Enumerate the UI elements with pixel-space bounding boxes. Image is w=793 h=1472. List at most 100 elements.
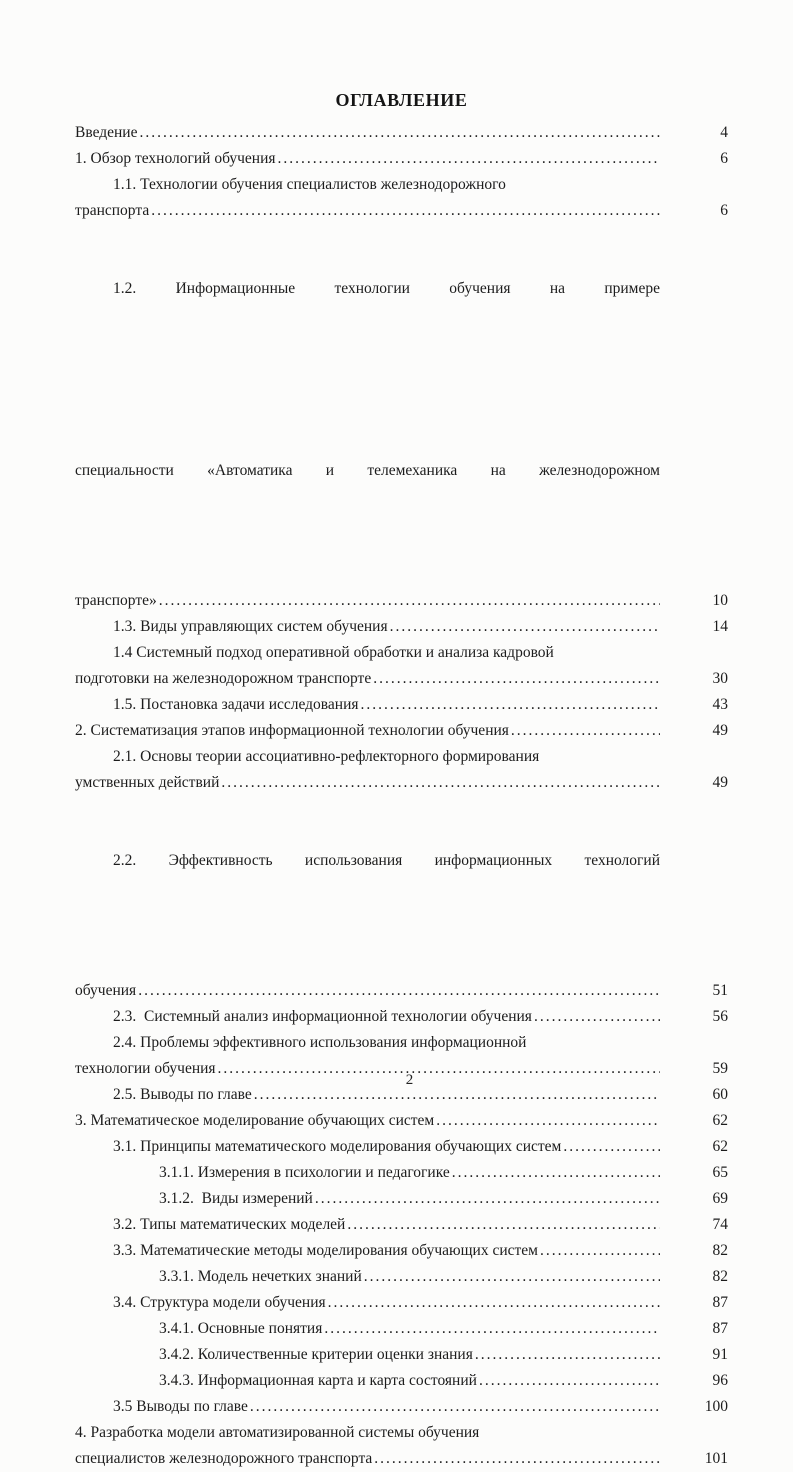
- toc-entry-text: 2.2. Эффективность использования информа…: [113, 852, 660, 869]
- toc-entry-page: 74: [712, 1216, 729, 1233]
- toc-entry-page: 10: [712, 592, 729, 609]
- toc-entry-page: 59: [712, 1060, 729, 1077]
- toc-entry: Введение ...............................…: [75, 120, 728, 146]
- toc-entry-text: 3.1. Принципы математического моделирова…: [113, 1138, 562, 1155]
- page-title: ОГЛАВЛЕНИЕ: [335, 90, 468, 110]
- toc-entry-text: 3.3. Математические методы моделирования…: [113, 1242, 538, 1259]
- toc-entry: 3. Математическое моделирование обучающи…: [75, 1108, 728, 1134]
- toc-entry: умственных действий ....................…: [75, 770, 728, 796]
- toc-entry-text: Введение: [75, 124, 138, 141]
- toc-entry-text: технологии обучения: [75, 1060, 216, 1077]
- dot-leader: ........................................…: [563, 1138, 660, 1155]
- toc-entry: 3.4. Структура модели обучения .........…: [75, 1290, 728, 1316]
- toc-entry-text: 3.4.2. Количественные критерии оценки зн…: [159, 1346, 473, 1363]
- toc-entry-text: 1.2. Информационные технологии обучения …: [113, 280, 660, 297]
- toc-entry-text: 2.4. Проблемы эффективного использования…: [113, 1034, 527, 1051]
- toc-entry-text: обучения: [75, 982, 137, 999]
- dot-leader: ........................................…: [158, 592, 660, 609]
- toc-entry-text: 3.1.2. Виды измерений: [159, 1190, 313, 1207]
- toc-list: Введение ...............................…: [75, 120, 728, 1472]
- toc-entry: 3.4.2. Количественные критерии оценки зн…: [75, 1342, 728, 1368]
- dot-leader: ........................................…: [533, 1008, 660, 1025]
- toc-entry-page: 96: [712, 1372, 729, 1389]
- toc-entry-text: 1. Обзор технологий обучения: [75, 150, 276, 167]
- toc-entry-page: 62: [712, 1138, 729, 1155]
- toc-entry-page: 49: [712, 774, 729, 791]
- toc-entry-text: 3.3.1. Модель нечетких знаний: [159, 1268, 362, 1285]
- toc-entry-page: 56: [712, 1008, 729, 1025]
- toc-entry-text: транспорте»: [75, 592, 157, 609]
- toc-entry-text: умственных действий: [75, 774, 220, 791]
- toc-entry: 3.1. Принципы математического моделирова…: [75, 1134, 728, 1160]
- toc-entry: обучения ...............................…: [75, 978, 728, 1004]
- toc-entry-text: 3.4.1. Основные понятия: [159, 1320, 323, 1337]
- toc-entry-text: 4. Разработка модели автоматизированной …: [75, 1424, 480, 1441]
- toc-entry-page: 30: [712, 670, 729, 687]
- dot-leader: ........................................…: [327, 1294, 660, 1311]
- toc-entry: 3.3. Математические методы моделирования…: [75, 1238, 728, 1264]
- toc-entry-page: 69: [712, 1190, 729, 1207]
- toc-entry-text: 1.4 Системный подход оперативной обработ…: [113, 644, 554, 661]
- dot-leader: ........................................…: [324, 1320, 660, 1337]
- dot-leader: ........................................…: [373, 670, 660, 687]
- toc-entry: 1. Обзор технологий обучения ...........…: [75, 146, 728, 172]
- dot-leader: ........................................…: [478, 1372, 660, 1389]
- toc-entry: 2.2. Эффективность использования информа…: [75, 796, 728, 978]
- toc-entry-text: 2.5. Выводы по главе: [113, 1086, 252, 1103]
- dot-leader: ........................................…: [360, 696, 660, 713]
- toc-entry: 3.4.1. Основные понятия ................…: [75, 1316, 728, 1342]
- toc-entry-page: 49: [712, 722, 729, 739]
- toc-entry-text: 3.1.1. Измерения в психологии и педагоги…: [159, 1164, 450, 1181]
- toc-entry-page: 82: [712, 1268, 729, 1285]
- toc-entry-page: 4: [720, 124, 728, 141]
- toc-entry: 1.4 Системный подход оперативной обработ…: [75, 640, 728, 666]
- toc-entry: 2.1. Основы теории ассоциативно-рефлекто…: [75, 744, 728, 770]
- toc-entry-page: 14: [712, 618, 729, 635]
- toc-entry: 1.5. Постановка задачи исследования ....…: [75, 692, 728, 718]
- dot-leader: ........................................…: [217, 1060, 660, 1077]
- toc-entry-page: 6: [720, 150, 728, 167]
- dot-leader: ........................................…: [539, 1242, 660, 1259]
- toc-entry: подготовки на железнодорожном транспорте…: [75, 666, 728, 692]
- toc-entry-text: 1.1. Технологии обучения специалистов же…: [113, 176, 506, 193]
- toc-entry: 3.4.3. Информационная карта и карта сост…: [75, 1368, 728, 1394]
- toc-entry-text: 1.3. Виды управляющих систем обучения: [113, 618, 388, 635]
- toc-entry-page: 51: [712, 982, 729, 999]
- dot-leader: ........................................…: [249, 1398, 660, 1415]
- toc-entry: 3.1.2. Виды измерений ..................…: [75, 1186, 728, 1212]
- dot-leader: ........................................…: [277, 150, 660, 167]
- toc-entry-page: 101: [704, 1450, 728, 1467]
- toc-entry-text: транспорта: [75, 202, 150, 219]
- toc-entry-text: 2. Систематизация этапов информационной …: [75, 722, 509, 739]
- toc-entry-text: специалистов железнодорожного транспорта: [75, 1450, 373, 1467]
- toc-entry: 1.3. Виды управляющих систем обучения ..…: [75, 614, 728, 640]
- dot-leader: ........................................…: [221, 774, 660, 791]
- toc-entry: технологии обучения ....................…: [75, 1056, 728, 1082]
- toc-entry-text: 3.2. Типы математических моделей: [113, 1216, 346, 1233]
- dot-leader: ........................................…: [253, 1086, 660, 1103]
- dot-leader: ........................................…: [474, 1346, 660, 1363]
- dot-leader: ........................................…: [347, 1216, 660, 1233]
- dot-leader: ........................................…: [389, 618, 660, 635]
- toc-entry-text: 2.3. Системный анализ информационной тех…: [113, 1008, 532, 1025]
- toc-entry: специалистов железнодорожного транспорта…: [75, 1446, 728, 1472]
- toc-entry-page: 65: [712, 1164, 729, 1181]
- toc-entry: 2.3. Системный анализ информационной тех…: [75, 1004, 728, 1030]
- toc-entry-text: специальности «Автоматика и телемеханика…: [75, 462, 660, 479]
- toc-entry: специальности «Автоматика и телемеханика…: [75, 406, 728, 588]
- toc-entry: 3.3.1. Модель нечетких знаний ..........…: [75, 1264, 728, 1290]
- toc-entry: 3.5 Выводы по главе ....................…: [75, 1394, 728, 1420]
- toc-entry-text: подготовки на железнодорожном транспорте: [75, 670, 372, 687]
- dot-leader: ........................................…: [363, 1268, 660, 1285]
- toc-entry-text: 3.4.3. Информационная карта и карта сост…: [159, 1372, 477, 1389]
- toc-entry-text: 3.4. Структура модели обучения: [113, 1294, 326, 1311]
- dot-leader: ........................................…: [374, 1450, 660, 1467]
- toc-entry-text: 2.1. Основы теории ассоциативно-рефлекто…: [113, 748, 540, 765]
- dot-leader: ........................................…: [451, 1164, 660, 1181]
- toc-entry: 1.2. Информационные технологии обучения …: [75, 224, 728, 406]
- toc-entry: 4. Разработка модели автоматизированной …: [75, 1420, 728, 1446]
- toc-entry-page: 87: [712, 1320, 729, 1337]
- toc-entry: 2.5. Выводы по главе ...................…: [75, 1082, 728, 1108]
- toc-entry-page: 82: [712, 1242, 729, 1259]
- toc-entry: транспорте» ............................…: [75, 588, 728, 614]
